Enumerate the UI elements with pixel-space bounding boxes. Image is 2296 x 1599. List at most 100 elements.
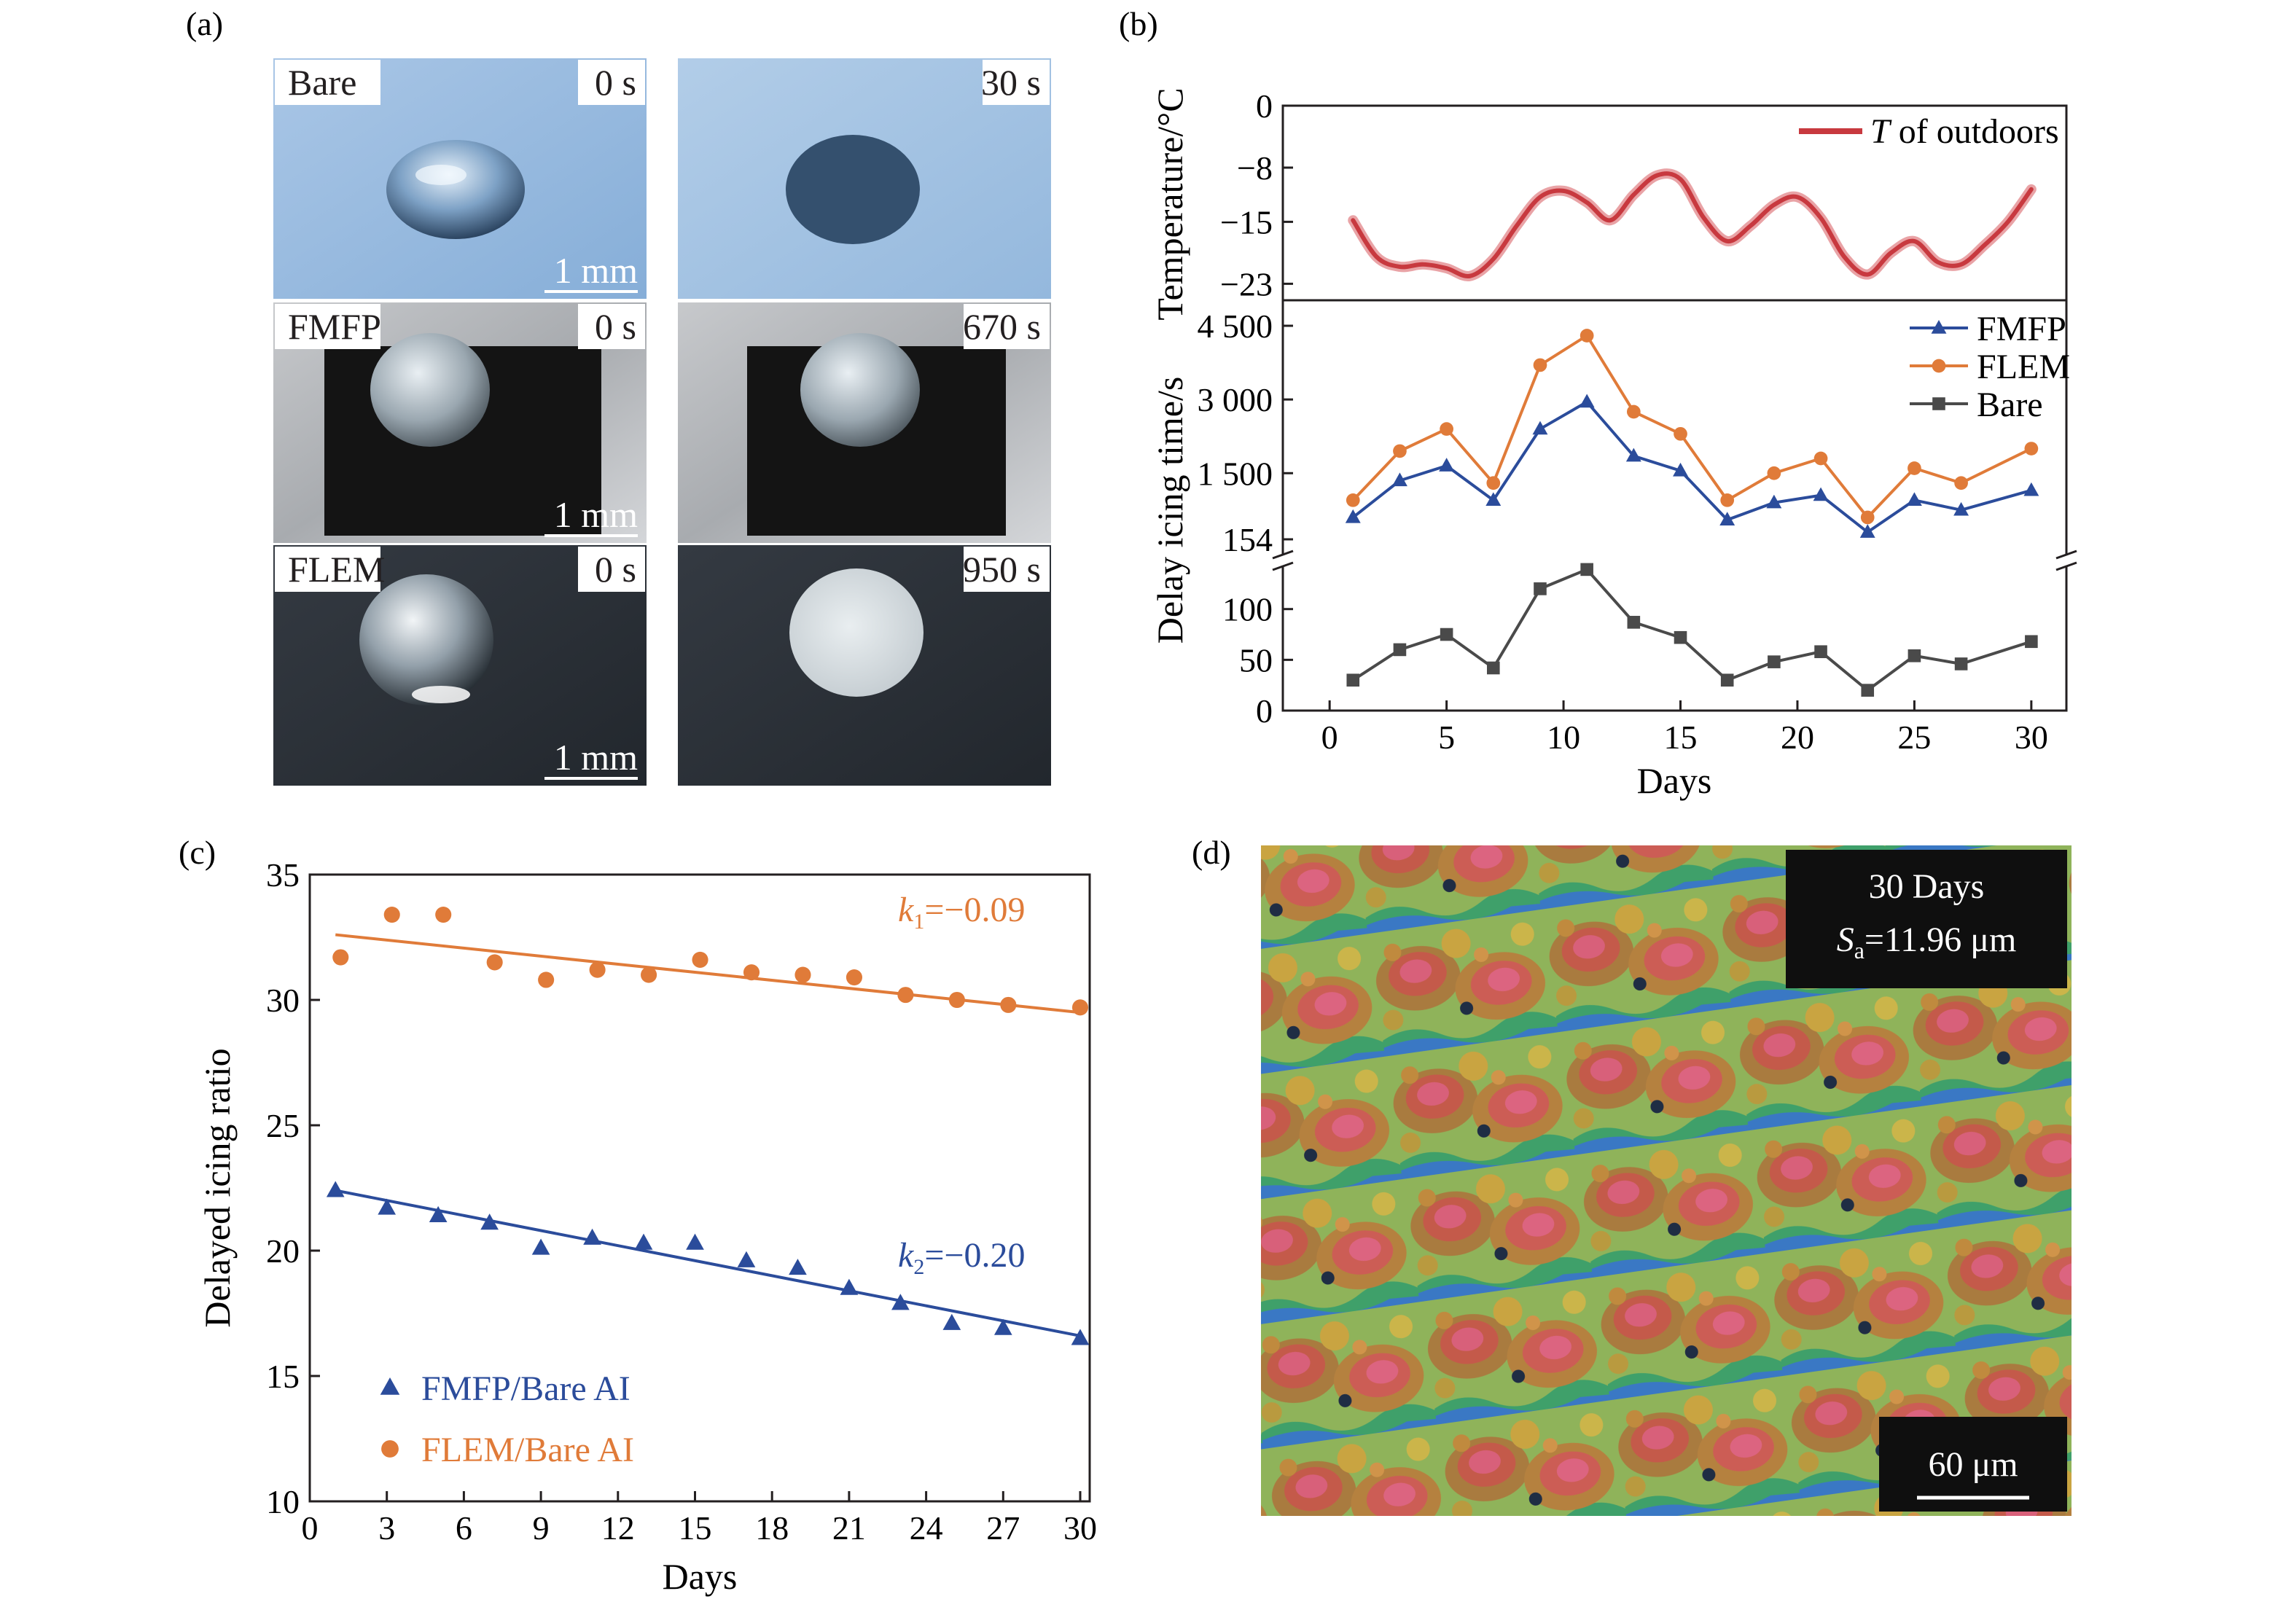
sample-label: FLEM <box>288 549 385 590</box>
delay-series-line-flem <box>1351 333 2032 520</box>
time-label: 670 s <box>963 306 1041 347</box>
ratio-point-flem <box>383 906 400 923</box>
delay-point-fmfp <box>1953 501 1969 516</box>
temperature-axis-label: Temperature/°C <box>1149 87 1190 320</box>
photo-tile-bare0: Bare 0 s 1 mm <box>273 58 647 299</box>
panel-c-letter: (c) <box>179 834 216 871</box>
ratio-x-axis-label: Days <box>663 1556 738 1597</box>
legend-marker-fmfp <box>380 1377 400 1395</box>
delay-plot-frame-upper <box>1281 299 2068 555</box>
ratio-x-tick-label: 18 <box>755 1509 789 1547</box>
panel-b-letter: (b) <box>1119 5 1158 42</box>
ratio-point-flem <box>794 966 811 983</box>
roughness-value: =11.96 μm <box>1864 920 2016 959</box>
delay-series-line-fmfp <box>1352 399 2032 534</box>
delay-point-bare <box>1674 630 1687 644</box>
slope-symbol: k <box>898 891 915 929</box>
ratio-x-tick-label: 3 <box>378 1509 395 1547</box>
ratio-point-flem <box>897 987 914 1004</box>
time-label: 30 s <box>981 62 1041 103</box>
scale-label: 60 μm <box>1928 1445 2018 1484</box>
delay-point-bare <box>1346 673 1360 687</box>
ratio-point-flem <box>846 969 862 986</box>
legend-label-bare: Bare <box>1977 386 2043 424</box>
slope-value: =−0.20 <box>924 1236 1025 1275</box>
axis-break-mark <box>1272 561 1294 571</box>
frozen-droplet <box>789 568 924 697</box>
ratio-point-fmfp <box>634 1233 653 1250</box>
ratio-point-fmfp <box>531 1238 550 1255</box>
delay-x-tick-label: 10 <box>1547 719 1580 756</box>
ratio-x-tick-label: 27 <box>986 1509 1020 1547</box>
delay-point-bare <box>2025 635 2038 649</box>
axis-break-mark <box>2055 550 2077 560</box>
temperature-y-tick-label: −8 <box>1237 149 1273 187</box>
ratio-x-tick-label: 6 <box>456 1509 472 1547</box>
temperature-legend-symbol: T <box>1870 112 1892 151</box>
temperature-legend-text: of outdoors <box>1890 112 2059 151</box>
time-label: 0 s <box>595 62 636 103</box>
delay-x-tick-label: 20 <box>1781 719 1814 756</box>
delay-point-fmfp <box>1859 524 1875 538</box>
roughness-symbol: S <box>1837 920 1854 959</box>
delay-point-fmfp <box>1625 447 1641 462</box>
temperature-legend-label: T of outdoors <box>1870 112 2059 151</box>
temperature-line-halo <box>1348 168 2037 281</box>
ratio-point-fmfp <box>378 1198 397 1215</box>
ratio-point-fmfp <box>1071 1329 1090 1345</box>
slope-subscript: 1 <box>913 910 924 934</box>
ratio-point-fmfp <box>942 1313 961 1330</box>
axis-break-mark <box>1272 550 1294 560</box>
delay-point-bare <box>1768 655 1781 668</box>
delay-y-tick-label: 100 <box>1222 591 1273 628</box>
ratio-point-flem <box>538 971 555 988</box>
ratio-point-fmfp <box>326 1181 345 1197</box>
ratio-x-tick-label: 30 <box>1063 1509 1097 1547</box>
legend-marker-flem <box>1932 359 1946 373</box>
delay-point-fmfp <box>1485 492 1502 507</box>
delay-point-bare <box>1720 673 1734 687</box>
ratio-point-flem <box>692 951 708 969</box>
sample-label-box <box>275 60 380 105</box>
scale-bar-label: 1 mm <box>554 737 638 778</box>
temperature-y-tick-label: 0 <box>1256 87 1273 125</box>
ratio-point-flem <box>1000 996 1017 1013</box>
ratio-point-fmfp <box>891 1294 910 1310</box>
ratio-x-tick-label: 15 <box>679 1509 712 1547</box>
ratio-point-fmfp <box>429 1205 448 1222</box>
panel-d-letter: (d) <box>1192 834 1231 871</box>
legend-marker-flem <box>381 1440 399 1458</box>
delay-point-fmfp <box>1532 421 1548 435</box>
temperature-y-tick-label: −15 <box>1220 203 1273 241</box>
delay-point-flem <box>1908 461 1921 475</box>
axis-break-mark <box>2055 561 2077 571</box>
delay-point-fmfp <box>1673 462 1688 477</box>
scale-bar-label: 1 mm <box>554 250 638 291</box>
delay-point-fmfp <box>2023 482 2039 496</box>
frozen-droplet <box>800 333 920 447</box>
sample-label-box <box>275 304 380 349</box>
delay-y-tick-label: 50 <box>1239 641 1273 679</box>
scale-bar-label: 1 mm <box>554 494 638 535</box>
ratio-point-fmfp <box>686 1233 704 1250</box>
delay-x-tick-label: 0 <box>1321 719 1338 756</box>
slope-label-fmfp: k2=−0.20 <box>898 1236 1025 1279</box>
photo-tile-fmfp0: FMFP 0 s 1 mm <box>273 302 647 543</box>
photo-tile-fmfp670: 670 s <box>678 302 1051 543</box>
ratio-point-flem <box>332 949 349 966</box>
fit-line-flem <box>335 933 1081 1014</box>
panel-d-micrograph: 30 Days Sa=11.96 μm 60 μm <box>1261 845 2072 1516</box>
ratio-y-tick-label: 15 <box>266 1358 300 1395</box>
legend-marker-fmfp <box>1931 320 1947 334</box>
time-label-box <box>964 304 1050 349</box>
time-label: 950 s <box>963 549 1041 590</box>
delay-point-flem <box>1767 466 1781 480</box>
ratio-point-fmfp <box>583 1228 601 1245</box>
delay-point-bare <box>1814 645 1827 659</box>
time-label-box <box>578 304 645 349</box>
delay-point-fmfp <box>1391 472 1407 487</box>
photo-tile-flem0: FLEM 0 s 1 mm <box>273 545 647 786</box>
panel-c-chart: 0 3 6 9 12 15 18 21 24 27 30353025201510DaysDelaye… <box>197 856 1097 1597</box>
delay-point-bare <box>1908 649 1921 662</box>
